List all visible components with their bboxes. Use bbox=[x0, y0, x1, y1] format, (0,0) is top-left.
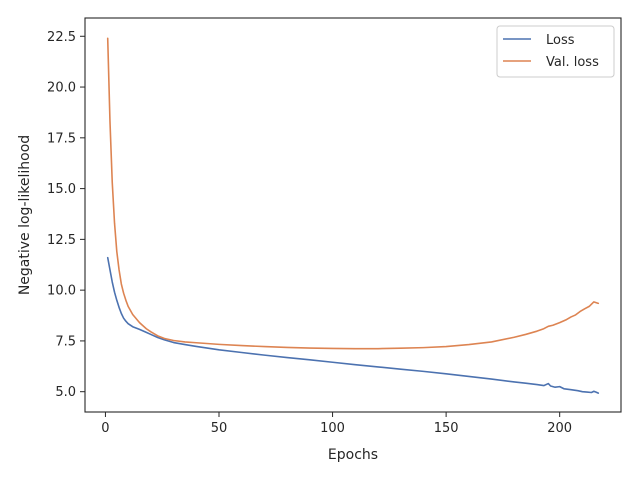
y-tick-label: 17.5 bbox=[47, 131, 76, 146]
y-tick-label: 15.0 bbox=[47, 182, 76, 197]
series-line-loss bbox=[106, 256, 600, 394]
y-axis-title: Negative log-likelihood bbox=[17, 135, 33, 295]
plot-area bbox=[85, 18, 621, 412]
x-tick-label: 0 bbox=[101, 421, 109, 436]
x-ticks: 0 50 100 150 200 bbox=[101, 412, 572, 436]
y-tick-label: 12.5 bbox=[47, 233, 76, 248]
y-ticks: 5.0 7.5 10.0 12.5 15.0 17.5 20.0 22.5 bbox=[47, 30, 85, 400]
x-axis-title: Epochs bbox=[328, 447, 378, 463]
series-layer bbox=[106, 37, 600, 394]
x-tick-label: 100 bbox=[320, 421, 345, 436]
legend-label-loss: Loss bbox=[546, 33, 575, 48]
x-tick-label: 50 bbox=[211, 421, 228, 436]
y-tick-label: 20.0 bbox=[47, 81, 76, 96]
legend: Loss Val. loss bbox=[496, 25, 615, 78]
legend-label-val-loss: Val. loss bbox=[546, 55, 599, 70]
series-line-val-loss bbox=[106, 37, 600, 350]
x-tick-label: 150 bbox=[434, 421, 459, 436]
x-tick-label: 200 bbox=[547, 421, 572, 436]
y-tick-label: 7.5 bbox=[55, 334, 76, 349]
y-tick-label: 10.0 bbox=[47, 284, 76, 299]
plot-frame bbox=[84, 17, 622, 413]
y-tick-label: 22.5 bbox=[47, 30, 76, 45]
y-tick-label: 5.0 bbox=[55, 385, 76, 400]
